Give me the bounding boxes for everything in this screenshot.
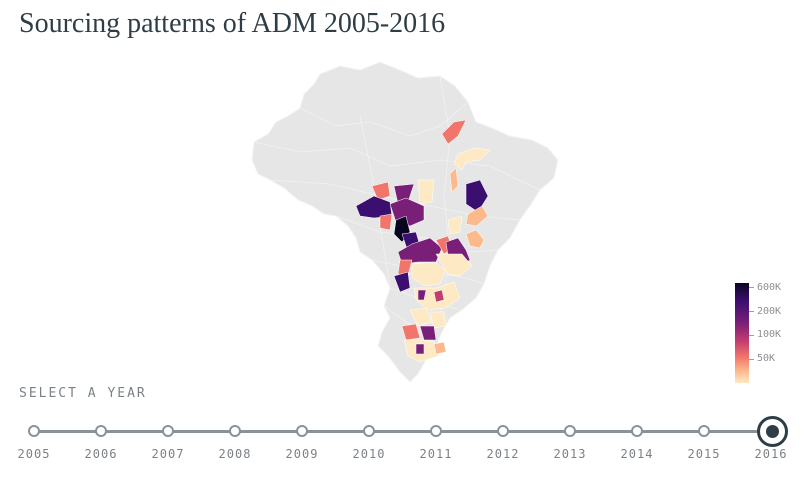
- selected-year-dot[interactable]: [757, 416, 788, 447]
- year-dot[interactable]: [95, 425, 107, 437]
- year-label: 2015: [687, 447, 721, 461]
- legend-label: 100K: [757, 329, 782, 340]
- year-label: 2009: [285, 447, 319, 461]
- legend-label: 50K: [757, 353, 776, 364]
- year-option-2014[interactable]: 2014: [607, 410, 667, 468]
- year-dot[interactable]: [363, 425, 375, 437]
- year-dot[interactable]: [564, 425, 576, 437]
- year-option-2005[interactable]: 2005: [4, 410, 64, 468]
- year-dot[interactable]: [698, 425, 710, 437]
- year-option-2011[interactable]: 2011: [406, 410, 466, 468]
- year-option-2015[interactable]: 2015: [674, 410, 734, 468]
- brazil-map: [251, 61, 559, 383]
- year-timeline: 2005 2006 2007 2008 2009 2010 2011 2012 …: [0, 410, 804, 470]
- year-option-2010[interactable]: 2010: [339, 410, 399, 468]
- page-title: Sourcing patterns of ADM 2005-2016: [19, 8, 446, 39]
- legend-gradient: [735, 283, 749, 383]
- legend-tick: [749, 287, 754, 288]
- year-label: 2005: [17, 447, 51, 461]
- year-label: 2014: [620, 447, 654, 461]
- year-dot[interactable]: [296, 425, 308, 437]
- year-label: 2013: [553, 447, 587, 461]
- timeline-track: [34, 430, 772, 433]
- year-label: 2010: [352, 447, 386, 461]
- year-label: 2012: [486, 447, 520, 461]
- year-dot[interactable]: [162, 425, 174, 437]
- year-option-2009[interactable]: 2009: [272, 410, 332, 468]
- year-label: 2008: [218, 447, 252, 461]
- legend-label: 200K: [757, 306, 782, 317]
- legend-label: 600K: [757, 282, 782, 293]
- year-dot[interactable]: [497, 425, 509, 437]
- year-dot[interactable]: [430, 425, 442, 437]
- year-option-2006[interactable]: 2006: [71, 410, 131, 468]
- year-dot[interactable]: [631, 425, 643, 437]
- year-dot[interactable]: [28, 425, 40, 437]
- year-label: 2006: [84, 447, 118, 461]
- year-option-2016-selected[interactable]: 2016: [741, 410, 801, 468]
- color-legend: 600K 200K 100K 50K: [735, 283, 795, 385]
- year-label: 2011: [419, 447, 453, 461]
- select-year-label: SELECT A YEAR: [19, 386, 147, 401]
- year-dot[interactable]: [229, 425, 241, 437]
- year-option-2013[interactable]: 2013: [540, 410, 600, 468]
- year-label: 2007: [151, 447, 185, 461]
- year-option-2007[interactable]: 2007: [138, 410, 198, 468]
- year-label: 2016: [754, 447, 788, 461]
- year-option-2008[interactable]: 2008: [205, 410, 265, 468]
- sourcing-regions: [355, 119, 491, 363]
- legend-tick: [749, 335, 754, 336]
- year-option-2012[interactable]: 2012: [473, 410, 533, 468]
- legend-tick: [749, 359, 754, 360]
- legend-tick: [749, 311, 754, 312]
